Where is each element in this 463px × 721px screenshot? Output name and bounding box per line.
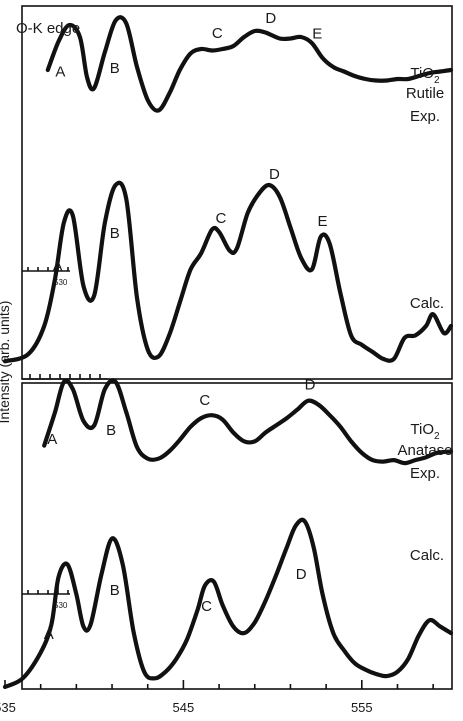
peak-label-C: C <box>201 598 212 615</box>
x-tick-label: 535 <box>0 700 16 715</box>
bottom-panel-frame <box>21 382 453 690</box>
series-label-compound: TiO2 <box>410 421 440 442</box>
peak-label-D: D <box>269 166 280 183</box>
series-label-kind: Calc. <box>410 295 444 312</box>
inset-tick-label: 530 <box>54 601 68 610</box>
spectrum-line-3 <box>2 517 454 689</box>
series-label-kind: Exp. <box>410 465 440 482</box>
peak-label-C: C <box>215 210 226 227</box>
peak-label-B: B <box>106 422 116 439</box>
chart-title: O-K edge <box>16 20 80 37</box>
series-label-compound: TiO2 <box>410 65 440 86</box>
peak-label-E: E <box>318 213 328 230</box>
chart-frame: 535 545 555 530 530 <box>0 5 453 715</box>
x-tick-label: 545 <box>173 700 195 715</box>
peak-label-D: D <box>265 10 276 27</box>
spectra <box>2 15 454 689</box>
x-tick-label: 555 <box>351 700 373 715</box>
peak-label-A: A <box>53 258 63 275</box>
peak-label-C: C <box>199 392 210 409</box>
spectrum-line-0 <box>45 15 454 113</box>
spectrum-line-1 <box>2 180 454 364</box>
peak-label-B: B <box>110 582 120 599</box>
annotations: A BCDETiO2RutileExp.ABCDECalc.ABCDTiO2Ana… <box>44 10 453 643</box>
series-label-phase: Anatase <box>397 442 452 459</box>
peak-label-D: D <box>296 566 307 583</box>
y-axis-label: Intensity (arb. units) <box>0 301 12 424</box>
series-label-kind: Exp. <box>410 108 440 125</box>
inset-tick-label: 530 <box>54 278 68 287</box>
top-panel-frame <box>21 5 453 380</box>
peak-label-D: D <box>305 376 316 393</box>
spectrum-line-2 <box>42 378 454 466</box>
peak-label-A: A <box>55 63 65 80</box>
series-label-phase: Rutile <box>406 85 444 102</box>
peak-label-C: C <box>212 25 223 42</box>
series-label-kind: Calc. <box>410 547 444 564</box>
peak-label-E: E <box>312 26 322 43</box>
peak-label-B: B <box>110 60 120 77</box>
peak-label-A: A <box>47 431 57 448</box>
peak-label-A: A <box>44 626 54 643</box>
peak-label-B: B <box>110 225 120 242</box>
